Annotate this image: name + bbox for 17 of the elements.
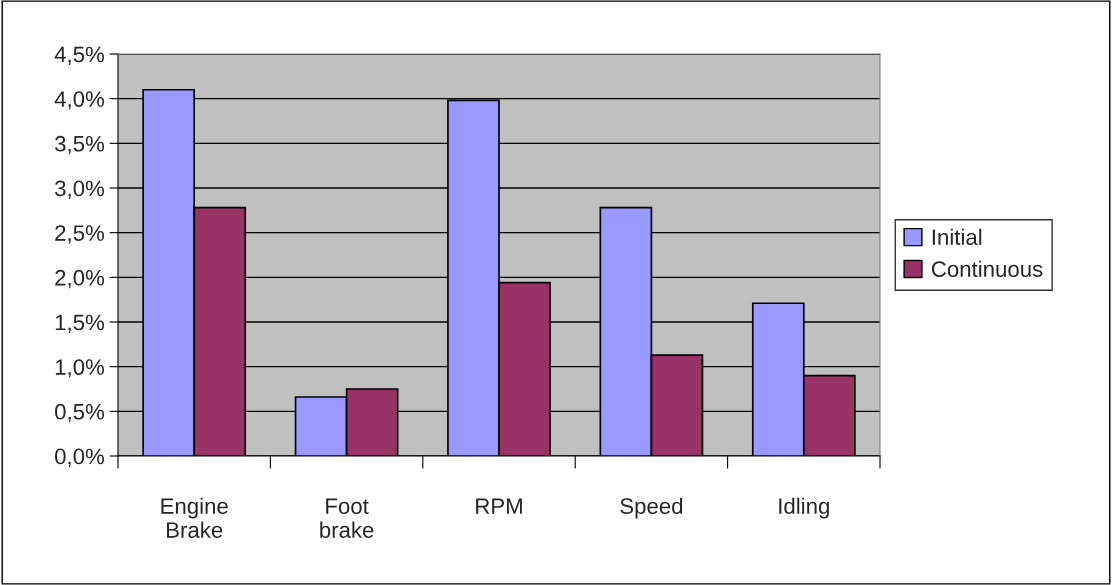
y-tick-label: 4,0% — [54, 91, 105, 110]
x-tick-label: RPM — [476, 498, 522, 514]
y-tick-label: 1,0% — [55, 359, 105, 378]
y-tick-label: 1,5% — [55, 314, 105, 333]
y-tick-label: 3,0% — [55, 180, 105, 199]
y-tick-label: 3,5% — [55, 135, 105, 155]
y-tick-label: 0,5% — [55, 403, 105, 423]
y-tick-label: 2,5% — [55, 225, 105, 244]
y-tick-label: 0,0% — [55, 448, 105, 467]
y-tick-label: 4,5% — [54, 46, 105, 65]
x-tick-label: Engine Brake — [161, 497, 228, 538]
y-tick-label: 2,0% — [55, 269, 105, 289]
x-tick-label: Foot brake — [320, 498, 374, 538]
x-tick-label: Idling — [779, 497, 829, 519]
x-tick-label: Speed — [620, 497, 683, 519]
legend-label: Initial — [932, 228, 982, 246]
legend-label: Continuous — [931, 260, 1043, 277]
